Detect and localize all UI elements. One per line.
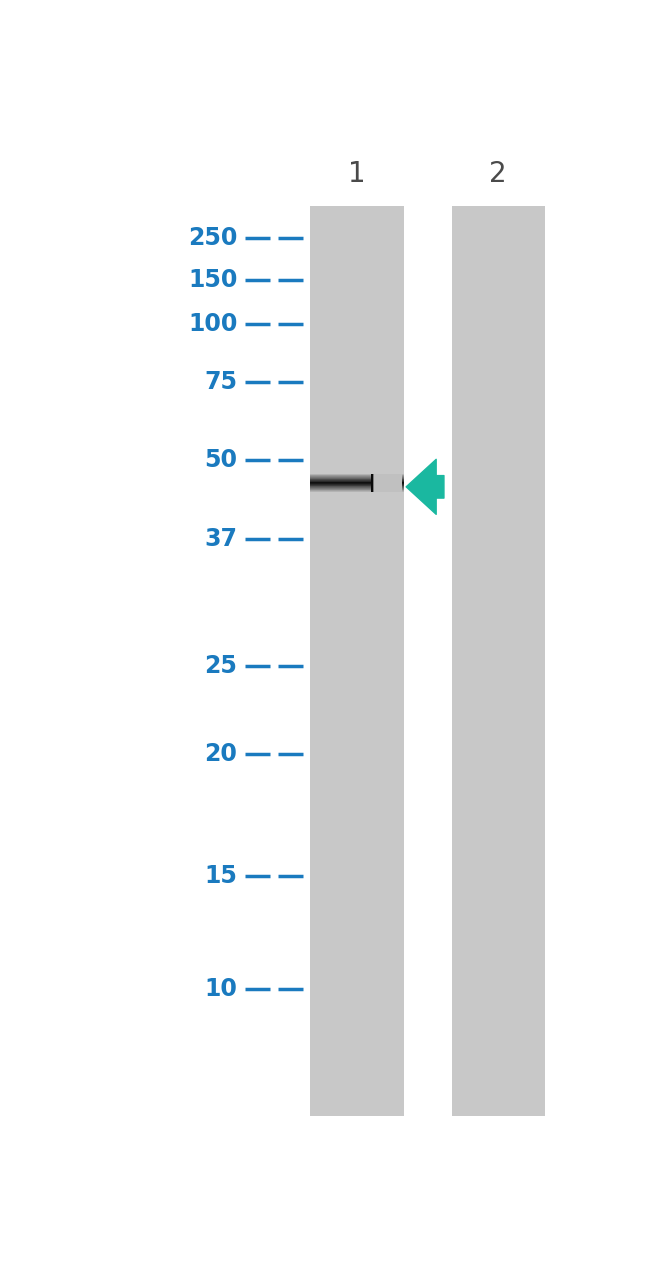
Bar	[373, 474, 384, 491]
Bar	[374, 474, 395, 491]
Text: 50: 50	[204, 448, 237, 472]
Text: 10: 10	[205, 977, 237, 1001]
Text: 2: 2	[489, 160, 506, 188]
Text: 150: 150	[188, 268, 237, 292]
Bar	[374, 474, 400, 491]
Bar	[374, 474, 397, 491]
Text: 250: 250	[188, 226, 237, 250]
Bar	[373, 474, 374, 491]
Bar	[374, 474, 389, 491]
Bar	[373, 474, 381, 491]
Bar	[373, 474, 382, 491]
Bar	[374, 474, 387, 491]
Bar	[373, 474, 385, 491]
Text: 100: 100	[188, 311, 237, 335]
Bar	[374, 474, 391, 491]
Text: 37: 37	[204, 527, 237, 551]
Bar	[374, 474, 402, 491]
Bar	[311, 206, 404, 1115]
Bar	[373, 474, 378, 491]
Text: 1: 1	[348, 160, 366, 188]
Bar	[373, 474, 379, 491]
Text: 15: 15	[205, 864, 237, 888]
Bar	[373, 474, 376, 491]
Bar	[452, 206, 545, 1115]
Bar	[374, 474, 392, 491]
Text: 25: 25	[205, 654, 237, 678]
Text: 20: 20	[205, 742, 237, 766]
Bar	[374, 474, 398, 491]
Text: 75: 75	[204, 371, 237, 394]
Bar	[374, 474, 394, 491]
Bar	[371, 474, 372, 491]
